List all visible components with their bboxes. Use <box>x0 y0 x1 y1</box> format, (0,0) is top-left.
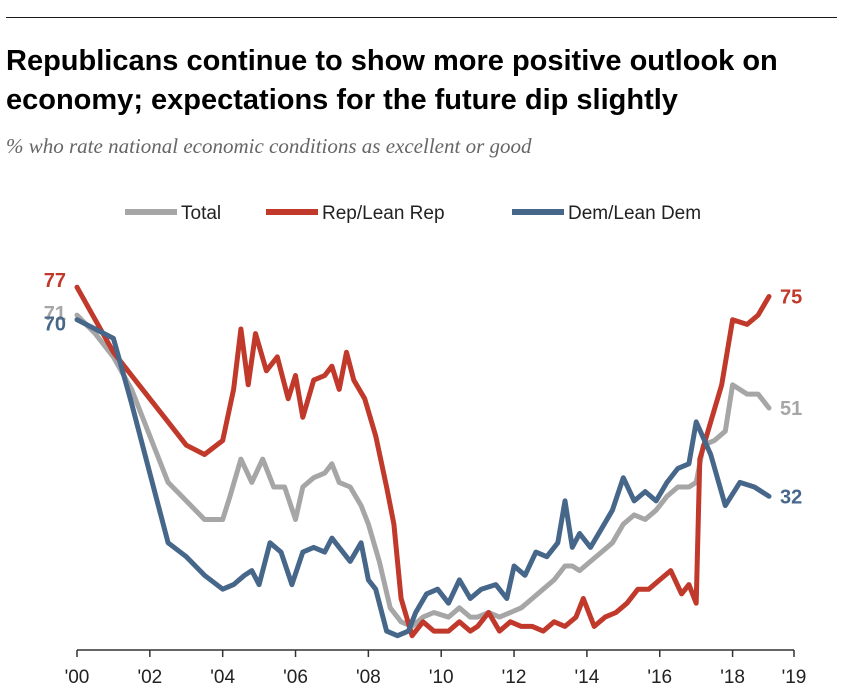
end-labels: 71 51 77 75 70 32 <box>44 270 803 508</box>
x-tick-label: '02 <box>137 667 162 688</box>
top-rule <box>6 17 837 18</box>
series-line-total <box>74 312 772 629</box>
end-label-total: 51 <box>780 398 802 420</box>
chart-title: Republicans continue to show more positi… <box>6 45 778 116</box>
series-line-dem <box>74 317 772 639</box>
legend-label-total: Total <box>181 203 221 224</box>
x-tick-label: '06 <box>283 667 308 688</box>
chart-subtitle: % who rate national economic conditions … <box>6 134 532 158</box>
start-label-dem: 70 <box>44 314 66 336</box>
legend-label-dem: Dem/Lean Dem <box>568 203 701 224</box>
legend: Total Rep/Lean Rep Dem/Lean Dem <box>125 203 701 224</box>
legend-label-rep: Rep/Lean Rep <box>322 203 445 224</box>
x-axis: '00 '02 '04 '06 '08 '10 '12 '14 '16 '18 '19 <box>65 649 807 688</box>
series-line-rep <box>74 284 772 639</box>
x-tick-label: '16 <box>647 667 672 688</box>
start-label-total: 71 <box>44 303 66 325</box>
x-tick-label: '14 <box>575 667 600 688</box>
series-lines <box>74 284 772 639</box>
x-tick-label: '18 <box>720 667 745 688</box>
x-tick-label: '08 <box>356 667 381 688</box>
x-tick-label: '19 <box>782 667 807 688</box>
end-label-rep: 75 <box>780 286 802 308</box>
end-label-dem: 32 <box>780 486 802 508</box>
x-tick-label: '04 <box>210 667 235 688</box>
start-label-rep: 77 <box>44 270 66 292</box>
x-tick-label: '12 <box>502 667 527 688</box>
x-tick-label: '10 <box>429 667 454 688</box>
x-tick-label: '00 <box>65 667 90 688</box>
